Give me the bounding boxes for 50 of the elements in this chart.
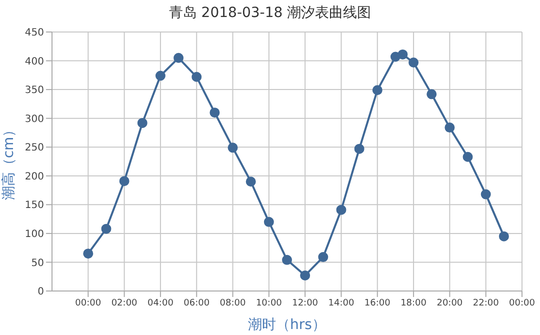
chart-title: 青岛 2018-03-18 潮汐表曲线图 bbox=[168, 4, 372, 22]
x-tick-label: 20:00 bbox=[436, 298, 463, 308]
point bbox=[246, 176, 256, 187]
x-tick-label: 22:00 bbox=[472, 298, 500, 308]
point bbox=[83, 248, 94, 259]
point bbox=[282, 254, 292, 265]
y-tick-label: 50 bbox=[31, 258, 44, 269]
point bbox=[300, 270, 310, 280]
point bbox=[336, 204, 346, 215]
x-tick-label: 00:00 bbox=[509, 298, 536, 308]
point bbox=[372, 85, 382, 96]
y-tick-label: 300 bbox=[24, 114, 44, 125]
point bbox=[137, 118, 148, 128]
point bbox=[498, 231, 509, 242]
point bbox=[155, 70, 166, 81]
x-tick-label: 04:00 bbox=[147, 298, 174, 308]
y-tick-label: 250 bbox=[24, 142, 44, 154]
y-tick-label: 100 bbox=[24, 228, 44, 240]
y-tick-label: 0 bbox=[38, 286, 44, 298]
y-tick-label: 400 bbox=[24, 56, 44, 68]
point bbox=[192, 72, 202, 82]
x-tick-label: 08:00 bbox=[220, 298, 246, 308]
y-tick-label: 200 bbox=[24, 171, 44, 182]
point bbox=[101, 224, 112, 234]
x-tick-label: 12:00 bbox=[292, 298, 318, 308]
point bbox=[426, 89, 437, 100]
x-tick-label: 06:00 bbox=[184, 298, 210, 308]
x-tick-label: 18:00 bbox=[400, 298, 427, 308]
y-tick-label: 150 bbox=[24, 200, 44, 212]
point bbox=[444, 122, 455, 133]
point bbox=[408, 58, 419, 68]
y-tick-label: 350 bbox=[24, 85, 44, 96]
point bbox=[318, 252, 328, 262]
point bbox=[398, 49, 408, 60]
y-axis-title: 潮高（cm） bbox=[0, 122, 17, 200]
point bbox=[264, 216, 274, 227]
x-tick-label: 00:00 bbox=[75, 298, 102, 308]
y-tick-label: 450 bbox=[24, 28, 44, 39]
x-tick-label: 10:00 bbox=[256, 298, 282, 308]
point bbox=[174, 52, 184, 63]
point bbox=[228, 142, 238, 153]
point bbox=[462, 152, 473, 162]
x-tick-label: 02:00 bbox=[111, 298, 138, 308]
point bbox=[210, 108, 220, 118]
x-axis-title: 潮时（hrs） bbox=[248, 317, 326, 333]
point bbox=[119, 176, 130, 186]
point bbox=[354, 144, 364, 154]
x-tick-label: 14:00 bbox=[328, 298, 354, 308]
point bbox=[480, 189, 491, 200]
x-tick-label: 16:00 bbox=[364, 298, 391, 308]
